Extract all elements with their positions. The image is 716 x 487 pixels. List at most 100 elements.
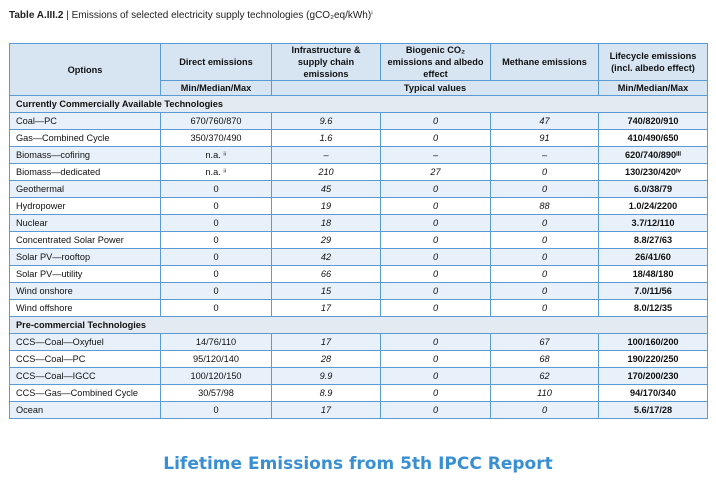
option-cell: Wind onshore: [9, 282, 161, 300]
data-row: Coal—PC 670/760/870 9.6 0 47 740/820/910: [9, 112, 708, 130]
value-cell: 0: [380, 384, 491, 402]
value-cell: 6.0/38/79: [598, 180, 708, 198]
value-cell: n.a. ⁱⁱ: [160, 163, 272, 181]
column-header: Options: [9, 43, 161, 96]
title-text: | Emissions of selected electricity supp…: [66, 10, 373, 21]
subheader: Min/Median/Max: [598, 80, 708, 96]
value-cell: 8.0/12/35: [598, 299, 708, 317]
value-cell: 15: [271, 282, 381, 300]
section-title: Currently Commercially Available Technol…: [9, 95, 708, 113]
value-cell: 0: [490, 180, 599, 198]
value-cell: 30/57/98: [160, 384, 272, 402]
data-row: Solar PV—rooftop 0 42 0 0 26/41/60: [9, 248, 708, 266]
option-cell: Concentrated Solar Power: [9, 231, 161, 249]
value-cell: 190/220/250: [598, 350, 708, 368]
option-cell: Solar PV—rooftop: [9, 248, 161, 266]
value-cell: 0: [380, 282, 491, 300]
column-header: Biogenic CO₂ emissions and albedo effect: [380, 43, 491, 81]
value-cell: 0: [490, 299, 599, 317]
option-cell: Biomass—dedicated: [9, 163, 161, 181]
value-cell: 0: [490, 214, 599, 232]
data-row: CCS—Gas—Combined Cycle 30/57/98 8.9 0 110 94/…: [9, 384, 708, 402]
value-cell: 130/230/420ⁱᵛ: [598, 163, 708, 181]
column-header: Direct emissions: [160, 43, 272, 81]
value-cell: 410/490/650: [598, 129, 708, 147]
value-cell: 18/48/180: [598, 265, 708, 283]
value-cell: 68: [490, 350, 599, 368]
value-cell: 0: [160, 248, 272, 266]
value-cell: 0: [380, 265, 491, 283]
value-cell: 42: [271, 248, 381, 266]
option-cell: CCS—Coal—PC: [9, 350, 161, 368]
value-cell: 94/170/340: [598, 384, 708, 402]
value-cell: 9.6: [271, 112, 381, 130]
value-cell: 66: [271, 265, 381, 283]
data-row: Concentrated Solar Power 0 29 0 0 8.8/27/63: [9, 231, 708, 249]
value-cell: 0: [380, 401, 491, 419]
subheader: Typical values: [271, 80, 599, 96]
option-cell: Nuclear: [9, 214, 161, 232]
option-cell: CCS—Gas—Combined Cycle: [9, 384, 161, 402]
value-cell: –: [380, 146, 491, 164]
value-cell: 18: [271, 214, 381, 232]
option-cell: CCS—Coal—IGCC: [9, 367, 161, 385]
data-row: Biomass—dedicated n.a. ⁱⁱ 210 27 0 130/230/42…: [9, 163, 708, 181]
option-cell: Gas—Combined Cycle: [9, 129, 161, 147]
value-cell: 1.0/24/2200: [598, 197, 708, 215]
value-cell: 0: [160, 197, 272, 215]
table-head: Options Direct emissions Infrastructure …: [9, 43, 708, 96]
value-cell: 0: [160, 180, 272, 198]
value-cell: 62: [490, 367, 599, 385]
value-cell: 740/820/910: [598, 112, 708, 130]
value-cell: 0: [160, 231, 272, 249]
value-cell: 110: [490, 384, 599, 402]
value-cell: 620/740/890ⁱⁱⁱ: [598, 146, 708, 164]
value-cell: 0: [380, 180, 491, 198]
value-cell: 88: [490, 197, 599, 215]
value-cell: 0: [490, 248, 599, 266]
value-cell: 0: [160, 282, 272, 300]
value-cell: 0: [380, 231, 491, 249]
value-cell: 0: [380, 350, 491, 368]
value-cell: 0: [380, 299, 491, 317]
value-cell: 67: [490, 333, 599, 351]
value-cell: 210: [271, 163, 381, 181]
value-cell: 14/76/110: [160, 333, 272, 351]
value-cell: 0: [490, 265, 599, 283]
value-cell: 26/41/60: [598, 248, 708, 266]
value-cell: 95/120/140: [160, 350, 272, 368]
value-cell: 27: [380, 163, 491, 181]
column-header: Lifecycle emissions (incl. albedo effect…: [598, 43, 708, 81]
value-cell: 8.8/27/63: [598, 231, 708, 249]
value-cell: 0: [490, 163, 599, 181]
value-cell: 100/160/200: [598, 333, 708, 351]
value-cell: 0: [490, 282, 599, 300]
value-cell: 17: [271, 401, 381, 419]
value-cell: 45: [271, 180, 381, 198]
value-cell: 29: [271, 231, 381, 249]
data-row: CCS—Coal—IGCC 100/120/150 9.9 0 62 170/200/23…: [9, 367, 708, 385]
data-row: Biomass—cofiring n.a. ⁱⁱ – – –620/740/890ⁱⁱⁱ: [9, 146, 708, 164]
option-cell: Geothermal: [9, 180, 161, 198]
value-cell: 91: [490, 129, 599, 147]
value-cell: 19: [271, 197, 381, 215]
value-cell: 0: [380, 129, 491, 147]
value-cell: 28: [271, 350, 381, 368]
value-cell: 0: [380, 112, 491, 130]
data-row: Hydropower 0 19 0 88 1.0/24/2200: [9, 197, 708, 215]
value-cell: 670/760/870: [160, 112, 272, 130]
value-cell: 5.6/17/28: [598, 401, 708, 419]
value-cell: 9.9: [271, 367, 381, 385]
section-row: Currently Commercially Available Technol…: [9, 95, 708, 113]
value-cell: n.a. ⁱⁱ: [160, 146, 272, 164]
data-row: CCS—Coal—Oxyfuel 14/76/110 17 0 67 100/160/20…: [9, 333, 708, 351]
value-cell: 0: [380, 333, 491, 351]
data-row: Gas—Combined Cycle 350/370/490 1.6 0 91 410/4…: [9, 129, 708, 147]
value-cell: 0: [160, 265, 272, 283]
value-cell: 100/120/150: [160, 367, 272, 385]
value-cell: –: [271, 146, 381, 164]
table-title: Table A.III.2 | Emissions of selected el…: [9, 10, 373, 21]
value-cell: 0: [380, 248, 491, 266]
option-cell: CCS—Coal—Oxyfuel: [9, 333, 161, 351]
value-cell: 0: [160, 401, 272, 419]
